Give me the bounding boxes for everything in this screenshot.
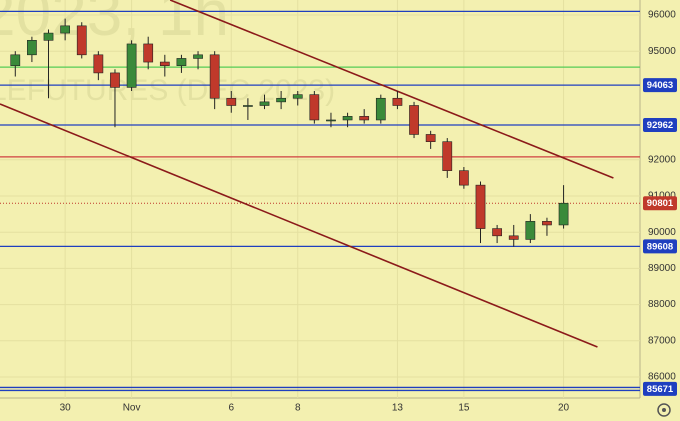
candle-body	[159, 61, 170, 66]
candle-body	[542, 221, 552, 226]
price-label-box	[643, 239, 677, 254]
candle-body	[43, 32, 54, 41]
price-label: 92962	[647, 120, 673, 131]
price-label: 94063	[647, 80, 673, 91]
x-tick-label: 15	[458, 403, 470, 414]
trend-line	[169, 0, 614, 179]
candle-body	[492, 228, 502, 237]
candle-body	[558, 202, 569, 226]
y-tick-label: 89000	[648, 263, 676, 274]
y-tick-label: 95000	[648, 46, 676, 57]
trend-line	[0, 103, 598, 348]
candle-body	[60, 25, 70, 34]
price-label-box	[643, 196, 677, 211]
y-tick-label: 86000	[648, 372, 676, 383]
y-tick-label: 88000	[648, 299, 676, 310]
candle-body	[525, 221, 536, 240]
candle-body	[209, 54, 220, 99]
price-label: 90801	[647, 198, 674, 209]
price-label: 85671	[647, 384, 674, 395]
candle-body	[375, 97, 386, 121]
candle-body	[93, 54, 104, 74]
candle-body	[176, 58, 187, 66]
candle-body	[276, 97, 286, 103]
x-tick-label: 6	[228, 403, 234, 414]
candle-body	[226, 97, 237, 106]
y-tick-label: 87000	[648, 335, 676, 346]
candle-body	[110, 72, 120, 88]
price-label-box	[643, 78, 677, 93]
price-label-box	[643, 381, 677, 396]
candle-body	[326, 119, 336, 122]
candle-body	[392, 97, 403, 106]
candle-body	[475, 184, 486, 229]
candle-body	[442, 141, 453, 171]
candle-body	[342, 116, 353, 121]
candle-body	[425, 134, 436, 142]
candle-body	[193, 54, 203, 59]
plot: 96000 95000 92000 91000 90000 89000 88000 87000…	[0, 0, 677, 414]
candle-body	[126, 43, 137, 88]
candle-body	[143, 43, 154, 63]
candle-body	[10, 54, 21, 66]
y-tick-label: 91000	[648, 191, 676, 202]
candle-body	[27, 40, 37, 56]
settings-icon[interactable]	[657, 403, 671, 417]
x-tick-label: 8	[295, 403, 301, 414]
candle-body	[309, 94, 320, 121]
x-tick-label: Nov	[123, 403, 141, 414]
candle-body	[259, 101, 270, 106]
y-tick-label: 96000	[648, 10, 676, 21]
y-tick-label: 90000	[648, 227, 676, 238]
x-tick-label: 30	[60, 403, 72, 414]
candle-body	[459, 170, 469, 186]
price-label-box	[643, 117, 677, 132]
candle-body	[359, 116, 370, 121]
candle-body	[243, 105, 253, 107]
candle-body	[292, 94, 303, 99]
x-tick-label: 20	[558, 403, 570, 414]
x-tick-label: 13	[392, 403, 404, 414]
price-label: 89608	[647, 241, 673, 252]
candle-body	[76, 25, 87, 56]
candle-body	[409, 105, 419, 135]
candle-body	[508, 235, 519, 240]
y-tick-label: 92000	[648, 154, 676, 165]
